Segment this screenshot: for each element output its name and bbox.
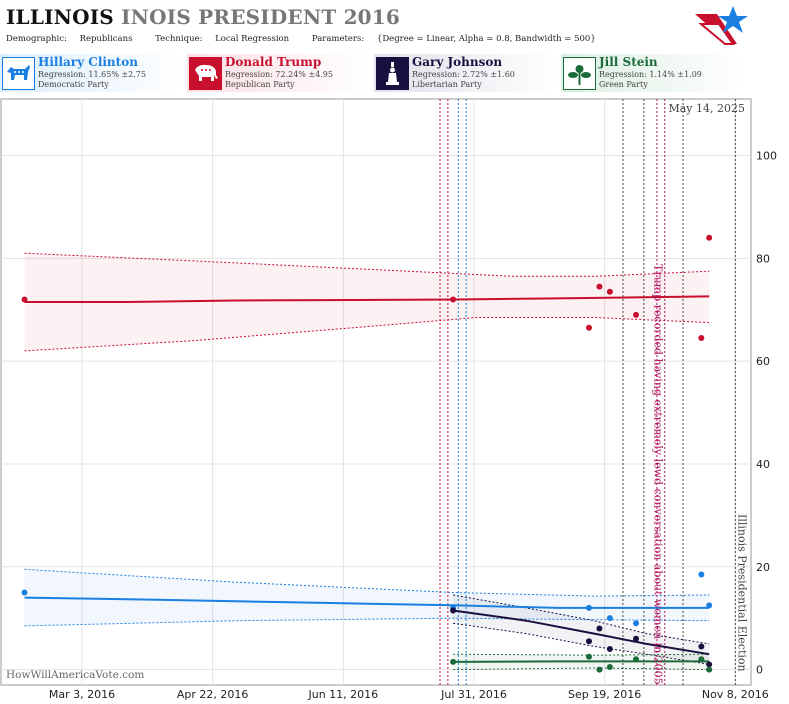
x-tick-label: Jul 31, 2016 [440, 688, 507, 701]
jill-stein-poll-point [698, 656, 705, 663]
donald-trump-poll-point [698, 335, 705, 342]
demographic-value: Republicans [79, 34, 133, 44]
y-tick-label: 60 [756, 355, 770, 368]
parameters-value: {Degree = Linear, Alpha = 0.8, Bandwidth… [376, 34, 596, 44]
hillary-clinton-regression-line [24, 596, 710, 609]
jill-stein-poll-point [596, 666, 603, 673]
title-race: INOIS PRESIDENT 2016 [121, 5, 401, 29]
gary-johnson-upper-bound [453, 594, 710, 645]
gary-johnson-poll-point [450, 607, 457, 614]
jill-stein-poll-point [585, 653, 592, 660]
candidate-card-trump[interactable]: Donald Trump Regression: 72.24% ±4.95 Re… [187, 54, 370, 92]
hillary-clinton-confidence-band [24, 569, 710, 626]
parameters-label: Parameters: [311, 34, 365, 44]
x-tick-label: Mar 3, 2016 [49, 688, 115, 701]
gary-johnson-poll-point [596, 625, 603, 632]
y-tick-label: 0 [756, 664, 763, 677]
donald-trump-poll-point [706, 234, 713, 241]
y-tick-label: 20 [756, 561, 770, 574]
candidate-party: Libertarian Party [412, 80, 482, 89]
demographic-label: Demographic: [6, 34, 67, 44]
hillary-clinton-poll-point [585, 604, 592, 611]
candidate-card-clinton[interactable]: Hillary Clinton Regression: 11.65% ±2.75… [0, 54, 183, 92]
jill-stein-poll-point [633, 656, 640, 663]
gary-johnson-poll-point [606, 646, 613, 653]
jill-stein-upper-bound [453, 653, 710, 656]
donald-trump-poll-point [450, 296, 457, 303]
elephant-icon [189, 57, 222, 90]
candidate-regression: Regression: 2.72% ±1.60 [412, 70, 515, 79]
donkey-icon [2, 57, 35, 90]
watermark: HowWillAmericaVote.com [6, 669, 144, 681]
candidate-name: Jill Stein [599, 55, 658, 69]
x-tick-label: Jun 11, 2016 [307, 688, 378, 701]
y-tick-label: 40 [756, 458, 770, 471]
donald-trump-poll-point [633, 311, 640, 318]
liberty-icon [376, 57, 409, 90]
flower-icon [563, 57, 596, 90]
technique-label: Technique: [155, 34, 203, 44]
candidate-party: Republican Party [225, 80, 295, 89]
gary-johnson-poll-point [698, 643, 705, 650]
site-logo-icon [695, 6, 748, 45]
regression-chart: Trump recorded having extremely lewd con… [0, 98, 777, 701]
hillary-clinton-poll-point [698, 571, 705, 578]
plot-frame [0, 98, 752, 686]
donald-trump-poll-point [21, 296, 28, 303]
candidate-party: Green Party [599, 80, 648, 89]
donald-trump-confidence-band [24, 253, 710, 351]
candidate-party: Democratic Party [38, 80, 109, 89]
y-tick-label: 80 [756, 252, 770, 265]
candidate-regression: Regression: 1.14% ±1.09 [599, 70, 702, 79]
candidate-card-johnson[interactable]: Gary Johnson Regression: 2.72% ±1.60 Lib… [374, 54, 557, 92]
hillary-clinton-lower-bound [24, 617, 710, 627]
candidate-name: Gary Johnson [412, 55, 503, 69]
donald-trump-poll-point [585, 324, 592, 331]
candidate-card-stein[interactable]: Jill Stein Regression: 1.14% ±1.09 Green… [561, 54, 744, 92]
candidate-name: Hillary Clinton [38, 55, 138, 69]
x-tick-label: Nov 8, 2016 [702, 688, 769, 701]
gary-johnson-poll-point [585, 638, 592, 645]
jill-stein-poll-point [606, 664, 613, 671]
title-state: ILLINOIS [6, 5, 114, 29]
hillary-clinton-poll-point [706, 602, 713, 609]
event-annotation: Illinois Presidential Election [735, 514, 748, 672]
donald-trump-poll-point [596, 283, 603, 290]
event-annotation: Trump recorded having extremely lewd con… [652, 264, 665, 685]
candidate-regression: Regression: 11.65% ±2.75 [38, 70, 146, 79]
candidate-regression: Regression: 72.24% ±4.95 [225, 70, 333, 79]
candidate-name: Donald Trump [225, 55, 322, 69]
y-tick-label: 100 [756, 150, 777, 163]
technique-value: Local Regression [215, 34, 290, 44]
donald-trump-poll-point [606, 288, 613, 295]
x-tick-label: Sep 19, 2016 [568, 688, 641, 701]
donald-trump-upper-bound [24, 252, 710, 277]
gary-johnson-poll-point [633, 635, 640, 642]
hillary-clinton-poll-point [21, 589, 28, 596]
gary-johnson-regression-line [452, 609, 710, 656]
parameters-line: Demographic: Republicans Technique: Loca… [6, 34, 616, 44]
page-title: ILLINOIS INOIS PRESIDENT 2016 [6, 5, 400, 29]
donald-trump-lower-bound [24, 317, 710, 352]
jill-stein-poll-point [706, 666, 713, 673]
hillary-clinton-poll-point [633, 620, 640, 627]
hillary-clinton-upper-bound [24, 568, 710, 597]
candidate-legend: Hillary Clinton Regression: 11.65% ±2.75… [0, 54, 789, 94]
gary-johnson-lower-bound [453, 622, 710, 665]
jill-stein-poll-point [450, 658, 457, 665]
jill-stein-regression-line [453, 660, 710, 663]
gary-johnson-poll-point [706, 661, 713, 668]
report-date: May 14, 2025 [668, 102, 745, 115]
donald-trump-regression-line [24, 295, 710, 303]
x-tick-label: Apr 22, 2016 [177, 688, 249, 701]
jill-stein-lower-bound [453, 667, 710, 671]
gary-johnson-confidence-band [453, 595, 710, 665]
hillary-clinton-poll-point [606, 615, 613, 622]
